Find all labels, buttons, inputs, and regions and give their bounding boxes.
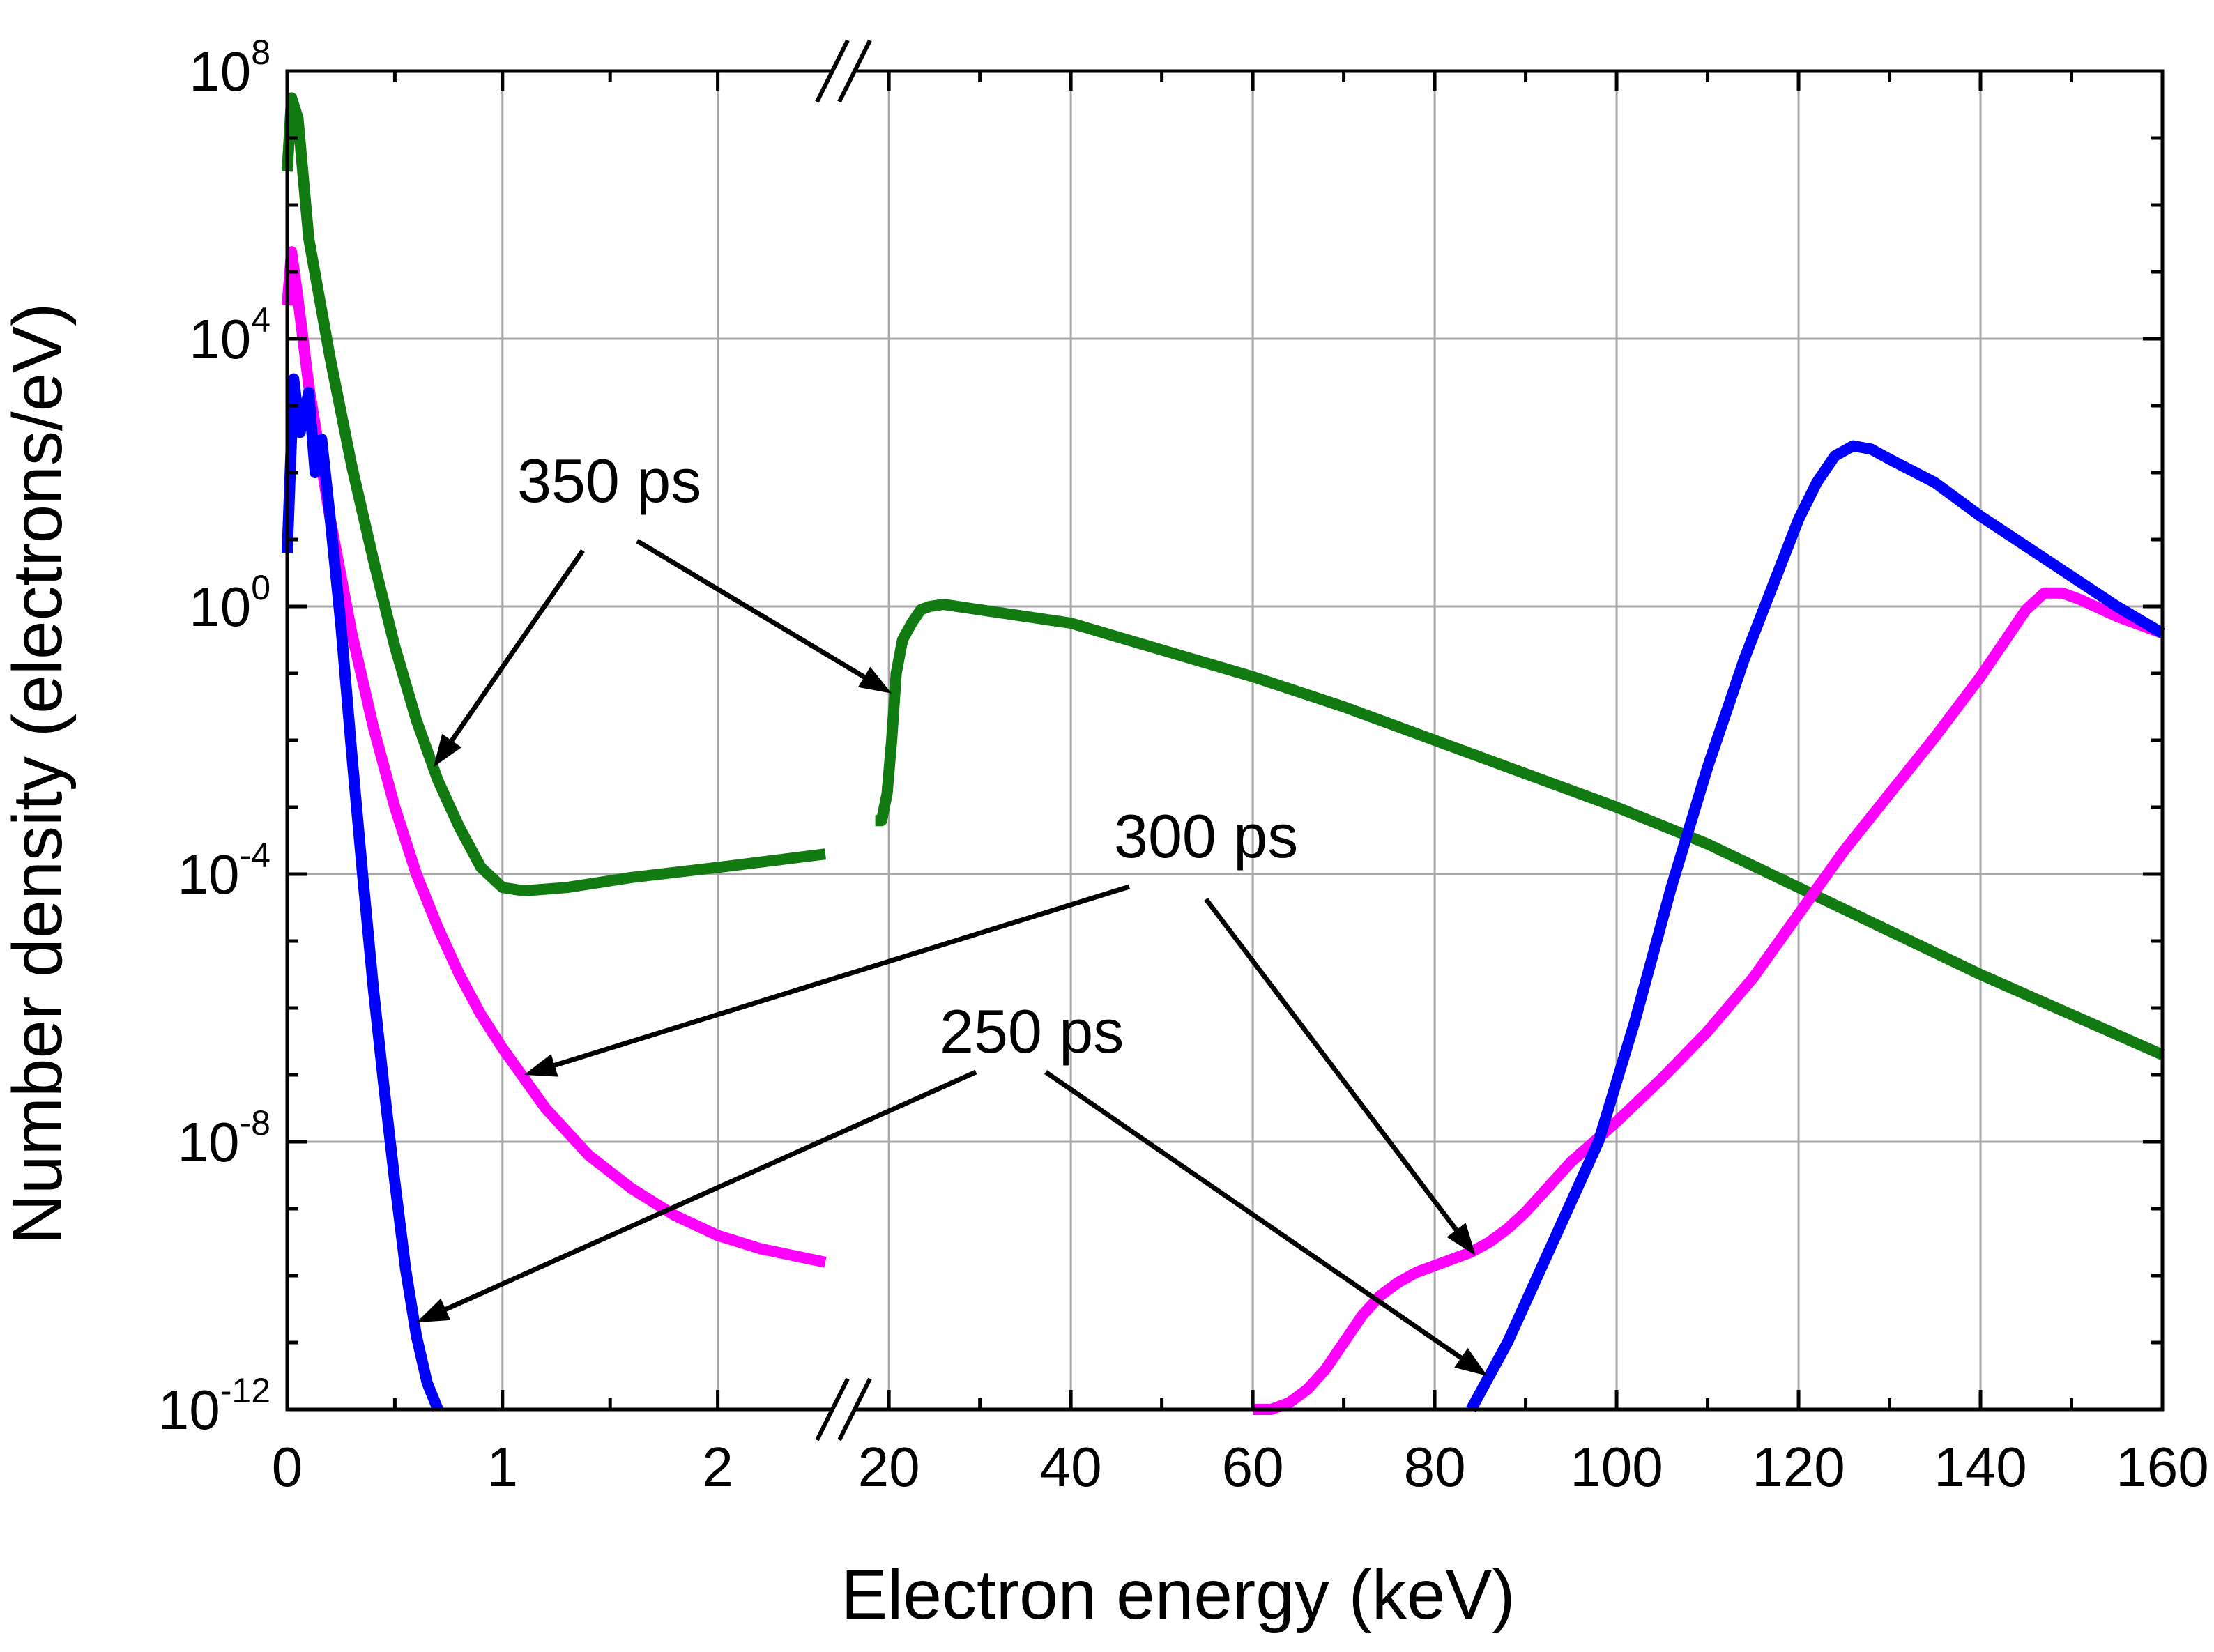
y-tick-label: 104	[189, 300, 270, 370]
y-tick-label: 100	[189, 568, 270, 638]
series-line	[282, 373, 443, 1412]
x-tick-label: 0	[272, 1436, 303, 1498]
annotation-arrow	[450, 549, 585, 742]
annotations: 350 ps 300 ps 250 ps	[416, 446, 1488, 1376]
x-tick-label: 2	[702, 1436, 733, 1498]
annotation-arrow	[1204, 897, 1458, 1232]
x-tick-label: 1	[487, 1436, 519, 1498]
y-tick-label: 10-12	[158, 1371, 270, 1441]
axis-break-gap	[831, 1404, 856, 1415]
annotation-arrow	[636, 538, 866, 680]
annotation-label: 300 ps	[1114, 802, 1298, 871]
axis-break-slash	[837, 39, 872, 103]
plot-frame	[285, 69, 2165, 1412]
y-tick-label: 108	[189, 33, 270, 102]
annotation-arrowhead	[524, 1054, 558, 1077]
axis-break-slash	[815, 39, 850, 103]
annotation-arrow	[1044, 1070, 1463, 1360]
x-tick-label: 140	[1934, 1436, 2026, 1498]
annotation-arrow	[554, 884, 1131, 1068]
annotation-arrowhead	[433, 733, 462, 767]
axis-break-slash	[837, 1377, 872, 1441]
annotation-arrowhead	[416, 1298, 451, 1323]
x-tick-label: 100	[1570, 1436, 1663, 1498]
y-tick-label: 10-4	[178, 836, 270, 905]
x-tick-label: 20	[858, 1436, 920, 1498]
annotation-arrowhead	[1454, 1347, 1488, 1376]
ticks	[285, 69, 2165, 1412]
annotation-arrowhead	[857, 666, 892, 694]
annotation-label: 250 ps	[940, 997, 1124, 1066]
x-tick-label: 160	[2116, 1436, 2208, 1498]
axis-break-gap	[831, 66, 856, 77]
series-line	[1466, 440, 2166, 1412]
series-layer	[282, 92, 2166, 1415]
series-line	[282, 92, 826, 896]
x-axis-title: Electron energy (keV)	[841, 1556, 1515, 1634]
annotation-arrowhead	[1446, 1223, 1476, 1256]
x-tick-label: 60	[1222, 1436, 1284, 1498]
axis-break	[815, 39, 872, 1441]
series-line	[1253, 587, 2165, 1415]
series-line	[875, 599, 2165, 1060]
y-tick-label: 10-8	[178, 1103, 270, 1173]
annotation-label: 350 ps	[517, 446, 701, 515]
tick-labels: 0 1 2 20 40 60 80 100 120 140 160 108 104 100 10-4 10-8…	[158, 33, 2209, 1498]
axis-break-slash	[815, 1377, 850, 1441]
x-tick-label: 80	[1404, 1436, 1466, 1498]
annotation-arrow	[444, 1069, 977, 1312]
y-axis-title: Number density (electrons/eV)	[0, 303, 77, 1245]
x-tick-label: 120	[1752, 1436, 1845, 1498]
grid	[286, 71, 2164, 1409]
series-line	[282, 246, 827, 1268]
x-tick-label: 40	[1040, 1436, 1102, 1498]
